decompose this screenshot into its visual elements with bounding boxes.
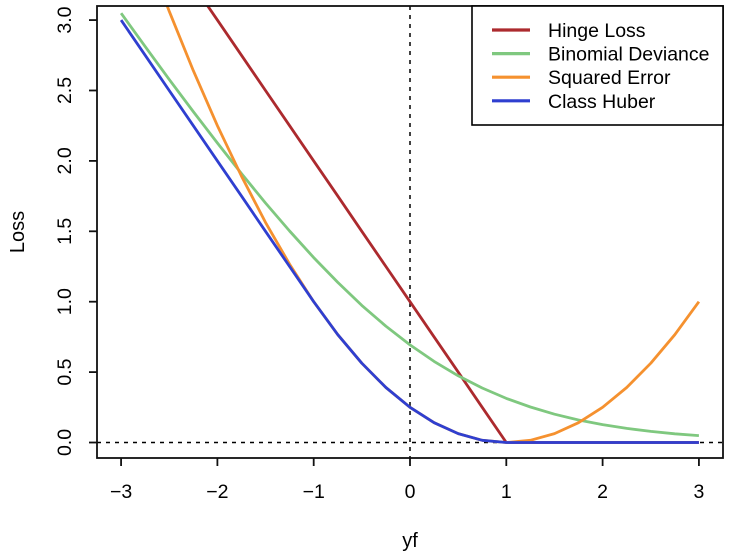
y-tick-label: 1.0 — [54, 288, 76, 315]
y-tick-label: 2.5 — [54, 77, 76, 104]
reference-lines — [97, 6, 723, 458]
legend-box — [471, 5, 724, 126]
legend-label-squared-error: Squared Error — [548, 67, 671, 89]
axis-ticks: −3 −2 −1 0 1 2 3 0.0 0.5 1.0 1.5 2.0 2.5 3.0 — [54, 6, 704, 503]
x-tick-label: −1 — [303, 481, 325, 503]
y-axis-label: Loss — [7, 211, 29, 253]
x-tick-label: −2 — [206, 481, 228, 503]
y-tick-label: 0.0 — [54, 429, 76, 456]
y-tick-label: 3.0 — [54, 6, 76, 33]
binomial-deviance-curve — [119, 12, 700, 437]
x-tick-label: −3 — [110, 481, 132, 503]
x-tick-label: 1 — [501, 481, 512, 503]
legend-label-hinge-loss: Hinge Loss — [548, 20, 646, 42]
y-tick-label: 0.5 — [54, 358, 76, 385]
legend-label-binomial-deviance: Binomial Deviance — [548, 44, 710, 66]
x-tick-label: 2 — [597, 481, 608, 503]
series-curves — [119, 6, 701, 444]
x-tick-label: 3 — [693, 481, 704, 503]
x-axis-label: yf — [402, 530, 418, 552]
y-tick-label: 1.5 — [54, 218, 76, 245]
legend-label-class-huber: Class Huber — [548, 91, 656, 113]
y-tick-label: 2.0 — [54, 147, 76, 174]
x-tick-label: 0 — [405, 481, 416, 503]
class-huber-curve — [119, 19, 699, 444]
